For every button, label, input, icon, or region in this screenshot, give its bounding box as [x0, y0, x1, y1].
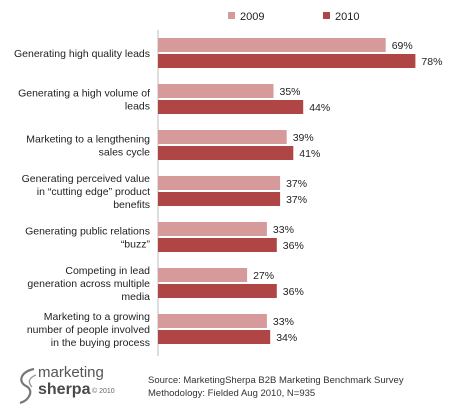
- data-label-2010: 36%: [283, 240, 304, 252]
- bar-2009: [158, 84, 274, 98]
- logo-swirl-icon: [19, 367, 37, 405]
- bar-2009: [158, 38, 386, 52]
- legend: 2009 2010: [228, 11, 359, 23]
- data-label-2010: 34%: [276, 332, 297, 344]
- category-label: Generating perceived value in “cutting ed…: [22, 173, 151, 211]
- category-label-line: number of people involved: [27, 324, 150, 336]
- bar-2010: [158, 54, 416, 68]
- category-label-line: Marketing to a growing: [44, 311, 150, 323]
- category-label-line: Competing in lead: [65, 265, 150, 277]
- category-label: Marketing to a lengthening sales cycle: [26, 134, 150, 159]
- data-label-2009: 39%: [293, 132, 314, 144]
- data-label-2010: 41%: [299, 148, 320, 160]
- data-label-2010: 37%: [286, 194, 307, 206]
- bar-2010: [158, 100, 304, 114]
- logo-copyright: © 2010: [92, 388, 115, 395]
- data-label-2010: 44%: [309, 102, 330, 114]
- data-label-2009: 33%: [273, 316, 294, 328]
- data-label-2010: 78%: [421, 56, 442, 68]
- category-label: Generating high quality leads: [14, 48, 150, 60]
- category-label-line: Marketing to a lengthening: [26, 134, 150, 146]
- bar-2010: [158, 146, 294, 160]
- category-label-line: in the buying process: [51, 337, 150, 349]
- bar-2009: [158, 314, 267, 328]
- category-label-line: media: [121, 291, 150, 303]
- data-label-2010: 36%: [283, 286, 304, 298]
- bar-2009: [158, 222, 267, 236]
- methodology-line: Methodology: Fielded Aug 2010, N=935: [148, 388, 316, 399]
- category-label-line: leads: [125, 101, 150, 113]
- category-label: Marketing to a growing number of people i…: [27, 311, 150, 349]
- category-label: Generating a high volume of leads: [18, 88, 150, 113]
- category-label-line: Generating public relations: [25, 226, 150, 238]
- category-label-line: “buzz”: [121, 239, 151, 251]
- legend-swatch-2009: [228, 12, 235, 19]
- category-label-line: Generating a high volume of: [18, 88, 150, 100]
- bar-2010: [158, 330, 271, 344]
- legend-label-2009: 2009: [240, 11, 264, 23]
- bar-2010: [158, 192, 281, 206]
- source-note: Source: MarketingSherpa B2B Marketing Be…: [148, 374, 404, 400]
- data-label-2009: 33%: [273, 224, 294, 236]
- data-label-2009: 27%: [253, 270, 274, 282]
- marketingsherpa-logo: marketing sherpa © 2010: [16, 364, 128, 410]
- source-line: Source: MarketingSherpa B2B Marketing Be…: [148, 375, 404, 386]
- category-label-line: generation across multiple: [27, 278, 150, 290]
- category-label-line: benefits: [113, 199, 150, 211]
- legend-label-2010: 2010: [335, 11, 359, 23]
- bar-2009: [158, 130, 287, 144]
- data-label-2009: 35%: [280, 86, 301, 98]
- data-label-2009: 69%: [392, 40, 413, 52]
- category-label-line: Generating high quality leads: [14, 48, 150, 60]
- logo-text-sherpa: sherpa: [38, 381, 91, 398]
- data-label-2009: 37%: [286, 178, 307, 190]
- category-label: Generating public relations “buzz”: [25, 226, 150, 251]
- category-labels: Generating high quality leads Generating …: [14, 48, 151, 349]
- legend-swatch-2010: [323, 12, 330, 19]
- bar-2010: [158, 238, 277, 252]
- category-label-line: sales cycle: [99, 147, 151, 159]
- bar-2009: [158, 268, 248, 282]
- bar-2010: [158, 284, 277, 298]
- bar-2009: [158, 176, 281, 190]
- category-label: Competing in lead generation across multi…: [27, 265, 150, 303]
- category-label-line: Generating perceived value: [22, 173, 151, 185]
- category-label-line: in “cutting edge” product: [37, 186, 150, 198]
- logo-text-marketing: marketing: [38, 364, 104, 381]
- bars: 69% 78% 35% 44% 39% 41% 37% 37% 33% 36% 27% 36% 33% 3…: [158, 38, 442, 344]
